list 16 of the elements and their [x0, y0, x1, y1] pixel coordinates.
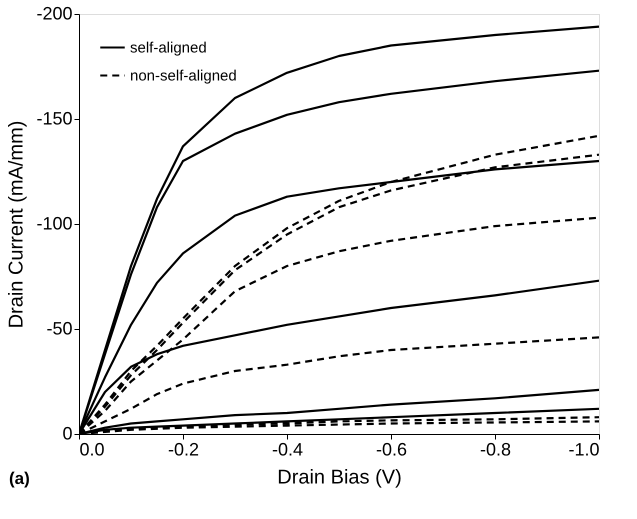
x-tick-label: -0.4 — [272, 440, 304, 460]
x-tick-label: -1.0 — [568, 440, 600, 460]
text: (a) — [9, 469, 30, 488]
y-tick-label: -50 — [46, 318, 72, 338]
x-tick-label: -0.8 — [480, 440, 512, 460]
x-tick-label: -0.2 — [168, 440, 200, 460]
y-tick-label: -100 — [36, 214, 72, 234]
y-tick-label: -200 — [36, 4, 72, 24]
y-tick-label: -150 — [36, 108, 72, 128]
x-axis-title: Drain Bias (V) — [277, 466, 402, 488]
y-axis-title: Drain Current (mA/mm) — [5, 120, 28, 328]
y-tick-label: 0 — [62, 424, 72, 444]
x-tick-label: 0.0 — [80, 440, 105, 460]
legend-label: non-self-aligned — [130, 68, 237, 84]
legend-label: self-aligned — [130, 40, 207, 56]
x-tick-label: -0.6 — [376, 440, 408, 460]
